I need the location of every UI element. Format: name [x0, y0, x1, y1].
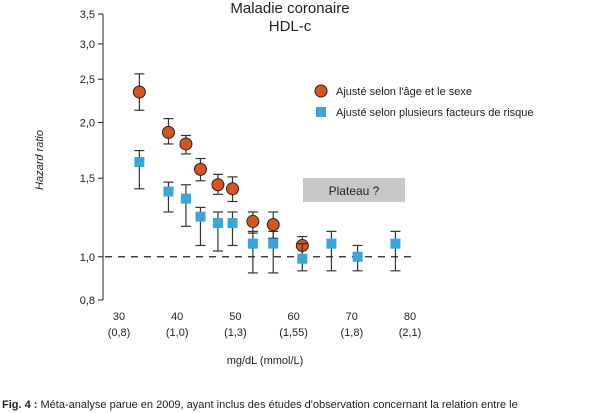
- caption-label: Fig. 4 :: [2, 399, 38, 411]
- plateau-annotation: Plateau ?: [303, 178, 405, 202]
- data-point-square: [297, 253, 308, 264]
- legend-marker-circle: [314, 84, 328, 98]
- legend-marker-square: [316, 107, 326, 117]
- data-point-circle: [132, 85, 146, 99]
- y-tick-label: 2,0: [80, 117, 95, 129]
- x-tick-sublabel: (1,0): [166, 327, 189, 339]
- y-axis-label: Hazard ratio: [34, 130, 46, 190]
- plateau-label: Plateau ?: [329, 184, 380, 198]
- data-point-square: [134, 157, 145, 168]
- data-point-square: [268, 238, 279, 249]
- data-point-square: [247, 238, 258, 249]
- plateau-box: [303, 178, 405, 202]
- data-point-circle: [193, 162, 207, 176]
- y-tick-label: 3,0: [80, 39, 95, 51]
- figure-caption: Fig. 4 : Méta-analyse parue en 2009, aya…: [2, 399, 602, 413]
- y-tick-label: 1,5: [80, 173, 95, 185]
- data-point-square: [195, 211, 206, 222]
- x-tick-label: 60: [287, 311, 299, 323]
- data-point-square: [390, 238, 401, 249]
- data-point-square: [212, 218, 223, 229]
- series-1: [132, 73, 309, 260]
- data-point-square: [326, 238, 337, 249]
- x-tick-label: 50: [229, 311, 241, 323]
- data-point-circle: [161, 125, 175, 139]
- series-2: [134, 149, 401, 274]
- chart-subtitle: HDL-c: [269, 18, 312, 35]
- data-point-square: [352, 251, 363, 262]
- data-point-circle: [225, 182, 239, 196]
- y-tick-label: 2,5: [80, 74, 95, 86]
- x-tick-label: 80: [404, 311, 416, 323]
- x-tick-sublabel: (1,8): [340, 327, 363, 339]
- legend-label: Ajusté selon plusieurs facteurs de risqu…: [336, 107, 534, 119]
- data-point-square: [180, 193, 191, 204]
- y-tick-label: 0,8: [80, 295, 95, 307]
- data-marks: [132, 73, 401, 274]
- x-axis-label: mg/dL (mmol/L): [227, 355, 304, 367]
- legend: Ajusté selon l'âge et le sexe Ajusté selo…: [314, 84, 534, 119]
- chart-figure: Maladie coronaire HDL-c Hazard ratio mg/…: [34, 0, 534, 367]
- chart-title: Maladie coronaire: [230, 0, 349, 17]
- x-tick-sublabel: (1,55): [279, 327, 308, 339]
- data-point-circle: [179, 137, 193, 151]
- x-tick-sublabel: (1,3): [224, 327, 247, 339]
- data-point-circle: [211, 178, 225, 192]
- y-tick-label: 1,0: [80, 252, 95, 264]
- caption-text: Méta-analyse parue en 2009, ayant inclus…: [37, 399, 518, 411]
- data-point-circle: [266, 218, 280, 232]
- x-tick-sublabel: (0,8): [108, 327, 131, 339]
- data-point-circle: [246, 214, 260, 228]
- x-tick-sublabel: (2,1): [399, 327, 422, 339]
- x-tick-label: 30: [113, 311, 125, 323]
- x-tick-label: 40: [171, 311, 183, 323]
- data-point-square: [163, 186, 174, 197]
- x-tick-label: 70: [346, 311, 358, 323]
- data-point-square: [227, 218, 238, 229]
- y-tick-label: 3,5: [80, 9, 95, 21]
- chart-svg: Maladie coronaire HDL-c Hazard ratio mg/…: [34, 0, 534, 367]
- axes: 3,5 3,0 2,5 2,0 1,5 1,0 0,8 30 (0,8) 40 (1,0) 50 (1,…: [80, 9, 422, 339]
- legend-label: Ajusté selon l'âge et le sexe: [336, 86, 472, 98]
